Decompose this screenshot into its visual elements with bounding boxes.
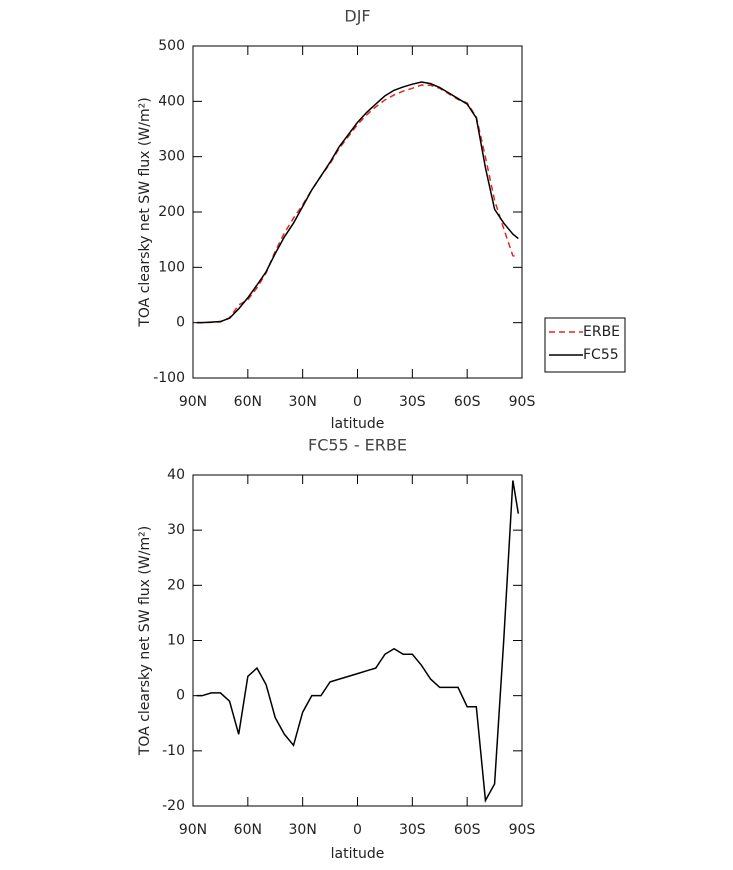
x-tick-label: 30N bbox=[289, 822, 317, 838]
y-tick-label: -10 bbox=[162, 743, 185, 759]
y-tick-label: 200 bbox=[158, 204, 185, 220]
y-tick-label: 0 bbox=[176, 688, 185, 704]
x-tick-label: 30N bbox=[289, 394, 317, 410]
y-tick-label: 300 bbox=[158, 149, 185, 165]
x-tick-label: 60S bbox=[454, 394, 481, 410]
x-tick-label: 30S bbox=[399, 394, 426, 410]
legend-box bbox=[544, 317, 626, 373]
y-tick-label: 100 bbox=[158, 259, 185, 275]
y-tick-label: -100 bbox=[153, 370, 185, 386]
x-tick-label: 90S bbox=[509, 822, 536, 838]
plot-frame bbox=[192, 474, 523, 807]
chart-title: FC55 - ERBE bbox=[308, 436, 407, 455]
y-axis-label: TOA clearsky net SW flux (W/m²) bbox=[137, 97, 153, 327]
x-tick-label: 90N bbox=[179, 822, 207, 838]
data-line bbox=[196, 84, 519, 324]
x-tick-label: 0 bbox=[353, 394, 362, 410]
chart-title: DJF bbox=[344, 7, 370, 26]
x-axis-label: latitude bbox=[331, 416, 385, 432]
x-tick-label: 0 bbox=[353, 822, 362, 838]
y-tick-label: 20 bbox=[167, 577, 185, 593]
y-tick-label: 400 bbox=[158, 93, 185, 109]
x-tick-label: 60N bbox=[234, 394, 262, 410]
x-tick-label: 60S bbox=[454, 822, 481, 838]
x-tick-label: 60N bbox=[234, 822, 262, 838]
x-tick-label: 90N bbox=[179, 394, 207, 410]
y-tick-label: 0 bbox=[176, 315, 185, 331]
y-tick-label: 10 bbox=[167, 633, 185, 649]
x-tick-label: 30S bbox=[399, 822, 426, 838]
y-axis-label: TOA clearsky net SW flux (W/m²) bbox=[137, 526, 153, 756]
y-tick-label: -20 bbox=[162, 798, 185, 814]
data-line bbox=[196, 81, 519, 324]
y-tick-label: 40 bbox=[167, 467, 185, 483]
plot-frame bbox=[192, 45, 523, 379]
y-tick-label: 500 bbox=[158, 38, 185, 54]
legend-label: ERBE bbox=[583, 324, 620, 340]
legend-label: FC55 bbox=[583, 347, 619, 363]
data-line bbox=[196, 480, 520, 803]
x-tick-label: 90S bbox=[509, 394, 536, 410]
x-axis-label: latitude bbox=[331, 846, 385, 862]
y-tick-label: 30 bbox=[167, 522, 185, 538]
